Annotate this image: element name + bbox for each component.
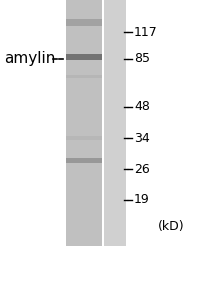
Bar xyxy=(104,0,126,246)
Text: 26: 26 xyxy=(134,163,150,176)
Bar xyxy=(66,136,102,140)
Text: 117: 117 xyxy=(134,26,158,39)
Bar xyxy=(66,19,102,26)
Text: 48: 48 xyxy=(134,100,150,113)
Bar xyxy=(66,74,102,78)
Text: amylin: amylin xyxy=(4,51,55,66)
Text: 34: 34 xyxy=(134,131,150,145)
Bar xyxy=(66,0,102,246)
Text: 85: 85 xyxy=(134,52,150,65)
Text: (kD): (kD) xyxy=(158,220,184,233)
Text: 19: 19 xyxy=(134,193,150,206)
Bar xyxy=(66,158,102,163)
Bar xyxy=(66,54,102,60)
